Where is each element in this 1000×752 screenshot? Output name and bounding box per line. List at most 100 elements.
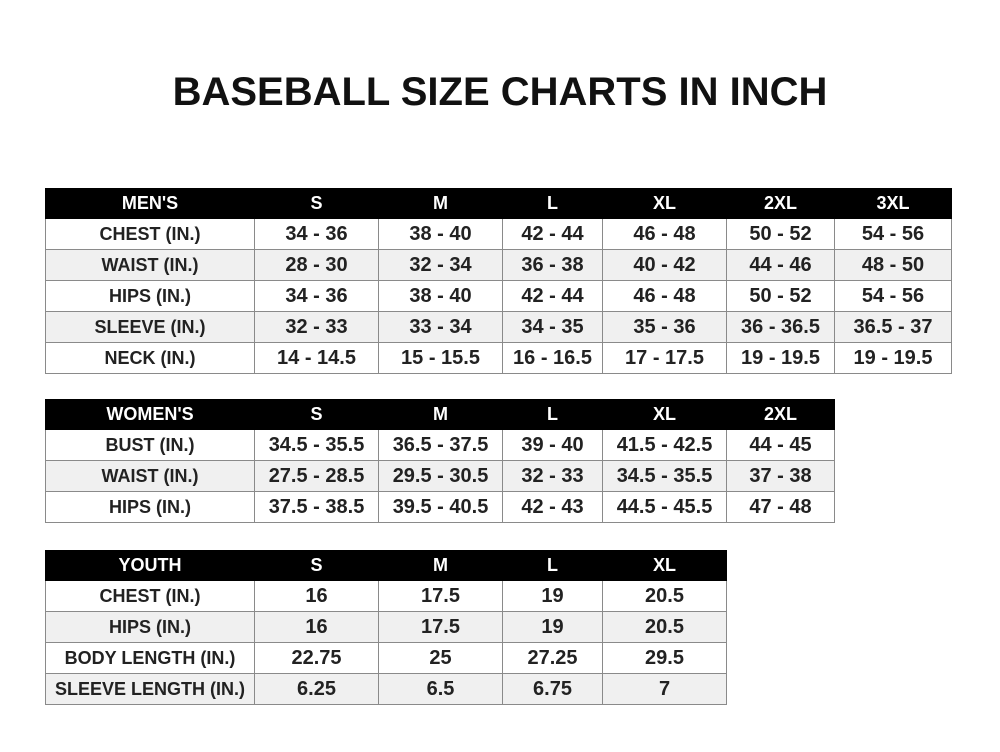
- size-value: 46 - 48: [602, 218, 727, 250]
- table-row: SLEEVE (IN.) 32 - 33 33 - 34 34 - 35 35 - 36…: [45, 311, 952, 343]
- size-value: 39.5 - 40.5: [378, 491, 503, 523]
- size-value: 29.5 - 30.5: [378, 460, 503, 492]
- size-value: 44 - 45: [726, 429, 835, 461]
- page-title: BASEBALL SIZE CHARTS IN INCH: [172, 70, 828, 114]
- size-header: XL: [602, 550, 727, 581]
- category-header: MEN'S: [45, 188, 255, 219]
- size-header: S: [254, 399, 379, 430]
- size-value: 54 - 56: [834, 280, 952, 312]
- size-value: 17 - 17.5: [602, 342, 727, 374]
- size-value: 16: [254, 611, 379, 643]
- size-value: 32 - 33: [254, 311, 379, 343]
- size-header: 3XL: [834, 188, 952, 219]
- size-value: 32 - 34: [378, 249, 503, 281]
- size-value: 27.25: [502, 642, 603, 674]
- size-value: 16: [254, 580, 379, 612]
- measurement-label: WAIST (IN.): [45, 249, 255, 281]
- size-value: 50 - 52: [726, 218, 835, 250]
- size-header: L: [502, 550, 603, 581]
- size-value: 44.5 - 45.5: [602, 491, 727, 523]
- size-value: 37 - 38: [726, 460, 835, 492]
- mens-size-table: MEN'S S M L XL 2XL 3XL CHEST (IN.) 34 - 36 38 - 4…: [45, 188, 952, 374]
- size-value: 47 - 48: [726, 491, 835, 523]
- measurement-label: NECK (IN.): [45, 342, 255, 374]
- size-value: 38 - 40: [378, 280, 503, 312]
- size-value: 17.5: [378, 611, 503, 643]
- size-value: 46 - 48: [602, 280, 727, 312]
- size-header: M: [378, 188, 503, 219]
- size-value: 6.25: [254, 673, 379, 705]
- size-value: 44 - 46: [726, 249, 835, 281]
- size-value: 19 - 19.5: [726, 342, 835, 374]
- table-row: BUST (IN.) 34.5 - 35.5 36.5 - 37.5 39 - 40 4…: [45, 429, 835, 461]
- measurement-label: SLEEVE LENGTH (IN.): [45, 673, 255, 705]
- size-value: 17.5: [378, 580, 503, 612]
- header-row: MEN'S S M L XL 2XL 3XL: [45, 188, 952, 219]
- size-value: 19: [502, 580, 603, 612]
- measurement-label: CHEST (IN.): [45, 218, 255, 250]
- measurement-label: HIPS (IN.): [45, 280, 255, 312]
- header-row: YOUTH S M L XL: [45, 550, 727, 581]
- table-row: HIPS (IN.) 37.5 - 38.5 39.5 - 40.5 42 - 43 4…: [45, 491, 835, 523]
- size-value: 25: [378, 642, 503, 674]
- size-value: 37.5 - 38.5: [254, 491, 379, 523]
- size-value: 38 - 40: [378, 218, 503, 250]
- table-row: HIPS (IN.) 34 - 36 38 - 40 42 - 44 46 - 48 50…: [45, 280, 952, 312]
- category-header: YOUTH: [45, 550, 255, 581]
- size-value: 36.5 - 37: [834, 311, 952, 343]
- size-value: 19: [502, 611, 603, 643]
- table-row: CHEST (IN.) 34 - 36 38 - 40 42 - 44 46 - 48 5…: [45, 218, 952, 250]
- size-value: 42 - 44: [502, 218, 603, 250]
- size-value: 42 - 44: [502, 280, 603, 312]
- size-value: 34.5 - 35.5: [602, 460, 727, 492]
- category-header: WOMEN'S: [45, 399, 255, 430]
- size-value: 28 - 30: [254, 249, 379, 281]
- size-header: S: [254, 550, 379, 581]
- table-row: BODY LENGTH (IN.) 22.75 25 27.25 29.5: [45, 642, 727, 674]
- table-row: CHEST (IN.) 16 17.5 19 20.5: [45, 580, 727, 612]
- measurement-label: HIPS (IN.): [45, 611, 255, 643]
- size-value: 34 - 35: [502, 311, 603, 343]
- size-value: 36 - 36.5: [726, 311, 835, 343]
- size-value: 34 - 36: [254, 218, 379, 250]
- size-header: XL: [602, 188, 727, 219]
- size-value: 6.75: [502, 673, 603, 705]
- size-value: 50 - 52: [726, 280, 835, 312]
- size-header: S: [254, 188, 379, 219]
- size-value: 54 - 56: [834, 218, 952, 250]
- size-header: L: [502, 188, 603, 219]
- size-header: M: [378, 399, 503, 430]
- size-header: 2XL: [726, 399, 835, 430]
- size-value: 42 - 43: [502, 491, 603, 523]
- size-value: 15 - 15.5: [378, 342, 503, 374]
- size-value: 33 - 34: [378, 311, 503, 343]
- size-value: 32 - 33: [502, 460, 603, 492]
- size-value: 39 - 40: [502, 429, 603, 461]
- table-row: NECK (IN.) 14 - 14.5 15 - 15.5 16 - 16.5 17 …: [45, 342, 952, 374]
- measurement-label: CHEST (IN.): [45, 580, 255, 612]
- table-row: WAIST (IN.) 27.5 - 28.5 29.5 - 30.5 32 - 33…: [45, 460, 835, 492]
- size-value: 20.5: [602, 611, 727, 643]
- header-row: WOMEN'S S M L XL 2XL: [45, 399, 835, 430]
- size-value: 36.5 - 37.5: [378, 429, 503, 461]
- youth-size-table: YOUTH S M L XL CHEST (IN.) 16 17.5 19 20.5 HIPS (I…: [45, 550, 727, 705]
- size-header: XL: [602, 399, 727, 430]
- size-value: 22.75: [254, 642, 379, 674]
- measurement-label: WAIST (IN.): [45, 460, 255, 492]
- size-value: 6.5: [378, 673, 503, 705]
- size-value: 36 - 38: [502, 249, 603, 281]
- size-value: 14 - 14.5: [254, 342, 379, 374]
- measurement-label: HIPS (IN.): [45, 491, 255, 523]
- size-header: M: [378, 550, 503, 581]
- size-value: 35 - 36: [602, 311, 727, 343]
- table-row: HIPS (IN.) 16 17.5 19 20.5: [45, 611, 727, 643]
- table-row: SLEEVE LENGTH (IN.) 6.25 6.5 6.75 7: [45, 673, 727, 705]
- table-row: WAIST (IN.) 28 - 30 32 - 34 36 - 38 40 - 42 4…: [45, 249, 952, 281]
- size-value: 34.5 - 35.5: [254, 429, 379, 461]
- size-value: 19 - 19.5: [834, 342, 952, 374]
- size-value: 40 - 42: [602, 249, 727, 281]
- size-value: 34 - 36: [254, 280, 379, 312]
- measurement-label: SLEEVE (IN.): [45, 311, 255, 343]
- measurement-label: BUST (IN.): [45, 429, 255, 461]
- womens-size-table: WOMEN'S S M L XL 2XL BUST (IN.) 34.5 - 35.5 36.5…: [45, 399, 835, 523]
